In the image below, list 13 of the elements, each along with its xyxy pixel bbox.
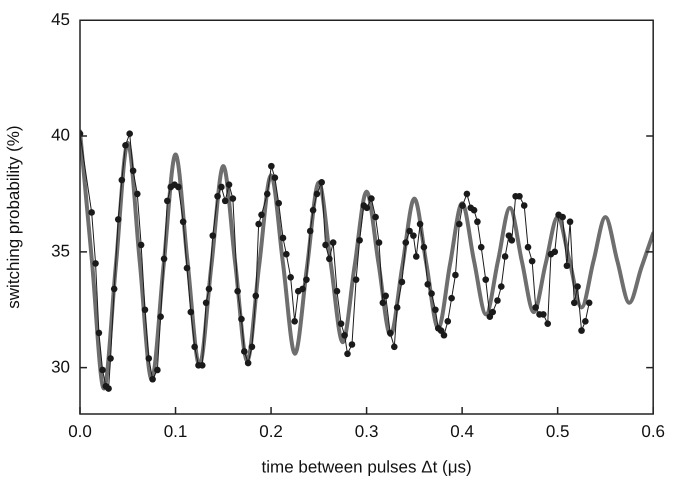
y-axis-title: switching probability (%) [4,125,23,309]
x-axis-title: time between pulses Δt (μs) [262,457,472,476]
y-tick-label: 40 [51,126,70,145]
x-tick-label: 0.6 [641,422,666,441]
y-tick-label: 35 [51,242,70,261]
x-tick-label: 0.1 [164,422,188,441]
y-tick-label: 30 [51,357,70,376]
x-tick-label: 0.3 [354,422,378,441]
x-tick-label: 0.5 [546,422,570,441]
x-tick-label: 0.2 [259,422,283,441]
x-tick-label: 0.4 [450,422,474,441]
x-tick-label: 0.0 [68,422,92,441]
y-tick-label: 45 [51,10,70,29]
